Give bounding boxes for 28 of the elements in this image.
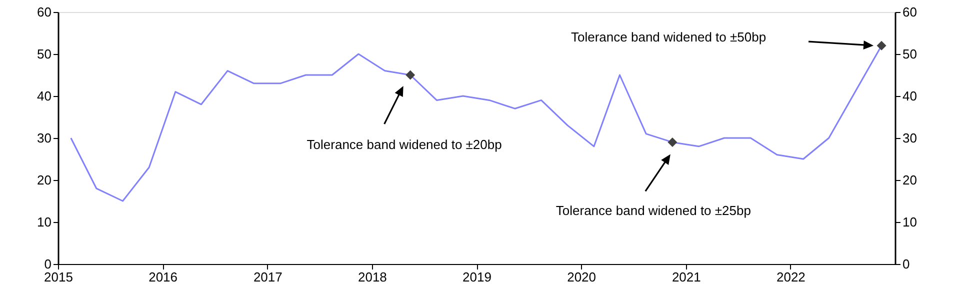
- annotation: Tolerance band widened to ±25bp: [556, 203, 751, 218]
- point: [406, 70, 416, 80]
- x-tick-label: 2018: [358, 270, 387, 284]
- y-tick-label: 10: [37, 214, 52, 230]
- y2-tick-label: 40: [902, 88, 917, 104]
- y-tick-label: 20: [37, 172, 52, 188]
- y-tick-label: 0: [44, 256, 52, 272]
- x-tick-label: 2015: [44, 270, 73, 284]
- y-tick-label: 30: [37, 130, 52, 146]
- annotation: Tolerance band widened to ±50bp: [571, 30, 766, 45]
- y-tick-label: 50: [37, 46, 52, 62]
- x-tick-label: 2019: [462, 270, 492, 284]
- x-tick-label: 2022: [776, 270, 806, 284]
- point: [876, 40, 886, 50]
- point: [668, 137, 678, 147]
- y2-tick-label: 20: [902, 172, 917, 188]
- x-tick-label: 2021: [672, 270, 701, 284]
- y2-tick-label: 30: [902, 130, 917, 146]
- x-tick-label: 2020: [567, 270, 596, 284]
- annotation: Tolerance band widened to ±20bp: [306, 137, 502, 152]
- y2-tick-label: 50: [902, 46, 917, 62]
- x-tick-label: 2016: [148, 270, 178, 284]
- y2-tick-label: 0: [902, 256, 910, 272]
- x-tick-label: 2017: [253, 270, 282, 284]
- y-tick-label: 40: [37, 88, 52, 104]
- y2-tick-label: 60: [902, 4, 917, 20]
- y2-tick-label: 10: [902, 214, 917, 230]
- y-tick-label: 60: [37, 4, 52, 20]
